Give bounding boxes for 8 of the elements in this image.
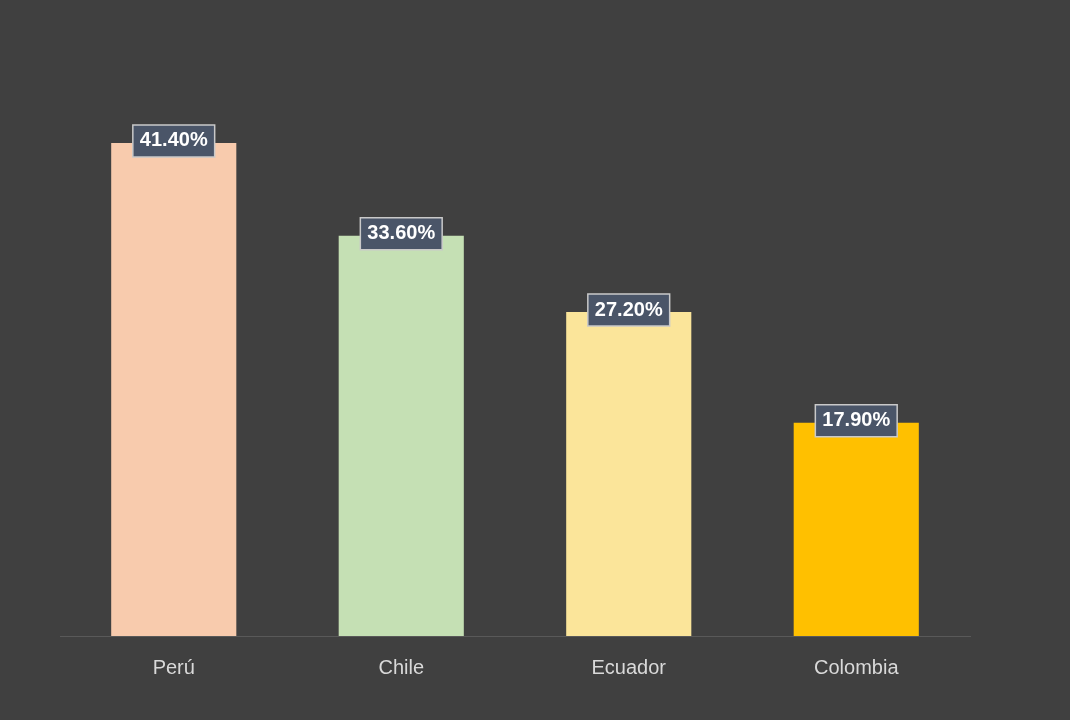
x-tick-label: Chile	[378, 655, 425, 678]
data-label: 41.40%	[139, 128, 208, 151]
data-label: 27.20%	[594, 297, 663, 320]
x-tick-label: Ecuador	[591, 655, 667, 678]
x-tick-label: Perú	[152, 655, 195, 678]
x-tick-label: Colombia	[814, 655, 900, 678]
data-label: 33.60%	[367, 221, 436, 244]
data-label: 17.90%	[822, 408, 891, 431]
